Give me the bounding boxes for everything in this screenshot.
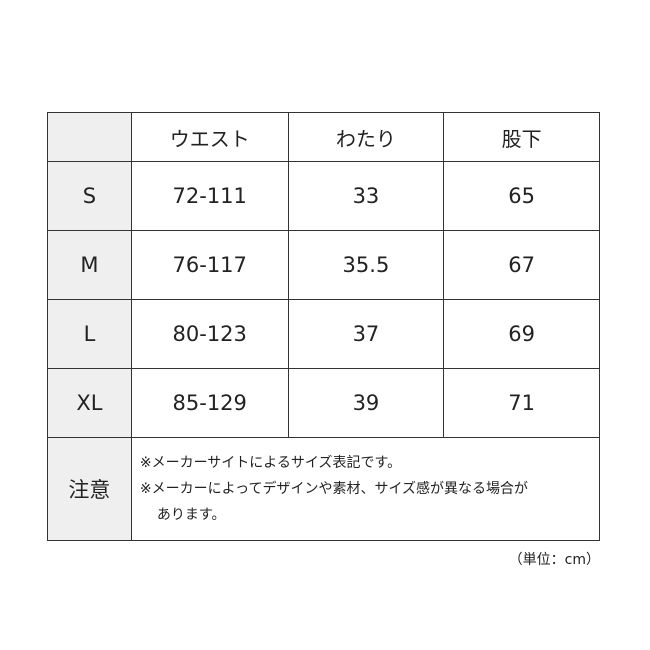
waist-value: 85-129 bbox=[130, 368, 289, 438]
note-line: ※メーカーサイトによるサイズ表記です。 bbox=[139, 455, 402, 471]
note-label: 注意 bbox=[47, 437, 132, 541]
header-waist: ウエスト bbox=[130, 112, 289, 162]
note-line: あります。 bbox=[156, 507, 226, 523]
thigh-value: 39 bbox=[287, 368, 445, 438]
note-content: ※メーカーサイトによるサイズ表記です。 ※メーカーによってデザインや素材、サイズ… bbox=[130, 437, 601, 541]
corner-cell bbox=[47, 112, 132, 162]
inseam-value: 67 bbox=[443, 230, 600, 300]
thigh-value: 35.5 bbox=[287, 230, 445, 300]
note-row: 注意 ※メーカーサイトによるサイズ表記です。 ※メーカーによってデザインや素材、… bbox=[47, 437, 601, 541]
header-row: ウエスト わたり 股下 bbox=[47, 112, 600, 162]
inseam-value: 69 bbox=[443, 299, 600, 369]
waist-value: 72-111 bbox=[130, 161, 289, 231]
size-table: ウエスト わたり 股下 S 72-111 33 65 M 76-117 35.5… bbox=[47, 112, 601, 541]
table-row: S 72-111 33 65 bbox=[47, 161, 600, 231]
size-label: S bbox=[47, 161, 132, 231]
inseam-value: 71 bbox=[443, 368, 600, 438]
inseam-value: 65 bbox=[443, 161, 600, 231]
table-row: L 80-123 37 69 bbox=[47, 299, 600, 369]
unit-label: （単位：cm） bbox=[508, 552, 600, 568]
thigh-value: 37 bbox=[287, 299, 445, 369]
header-inseam: 股下 bbox=[443, 112, 600, 162]
size-label: XL bbox=[47, 368, 132, 438]
table-row: XL 85-129 39 71 bbox=[47, 368, 600, 438]
size-label: L bbox=[47, 299, 132, 369]
header-thigh: わたり bbox=[287, 112, 445, 162]
size-label: M bbox=[47, 230, 132, 300]
waist-value: 76-117 bbox=[130, 230, 289, 300]
table-row: M 76-117 35.5 67 bbox=[47, 230, 600, 300]
note-line: ※メーカーによってデザインや素材、サイズ感が異なる場合が bbox=[139, 481, 529, 497]
waist-value: 80-123 bbox=[130, 299, 289, 369]
thigh-value: 33 bbox=[287, 161, 445, 231]
